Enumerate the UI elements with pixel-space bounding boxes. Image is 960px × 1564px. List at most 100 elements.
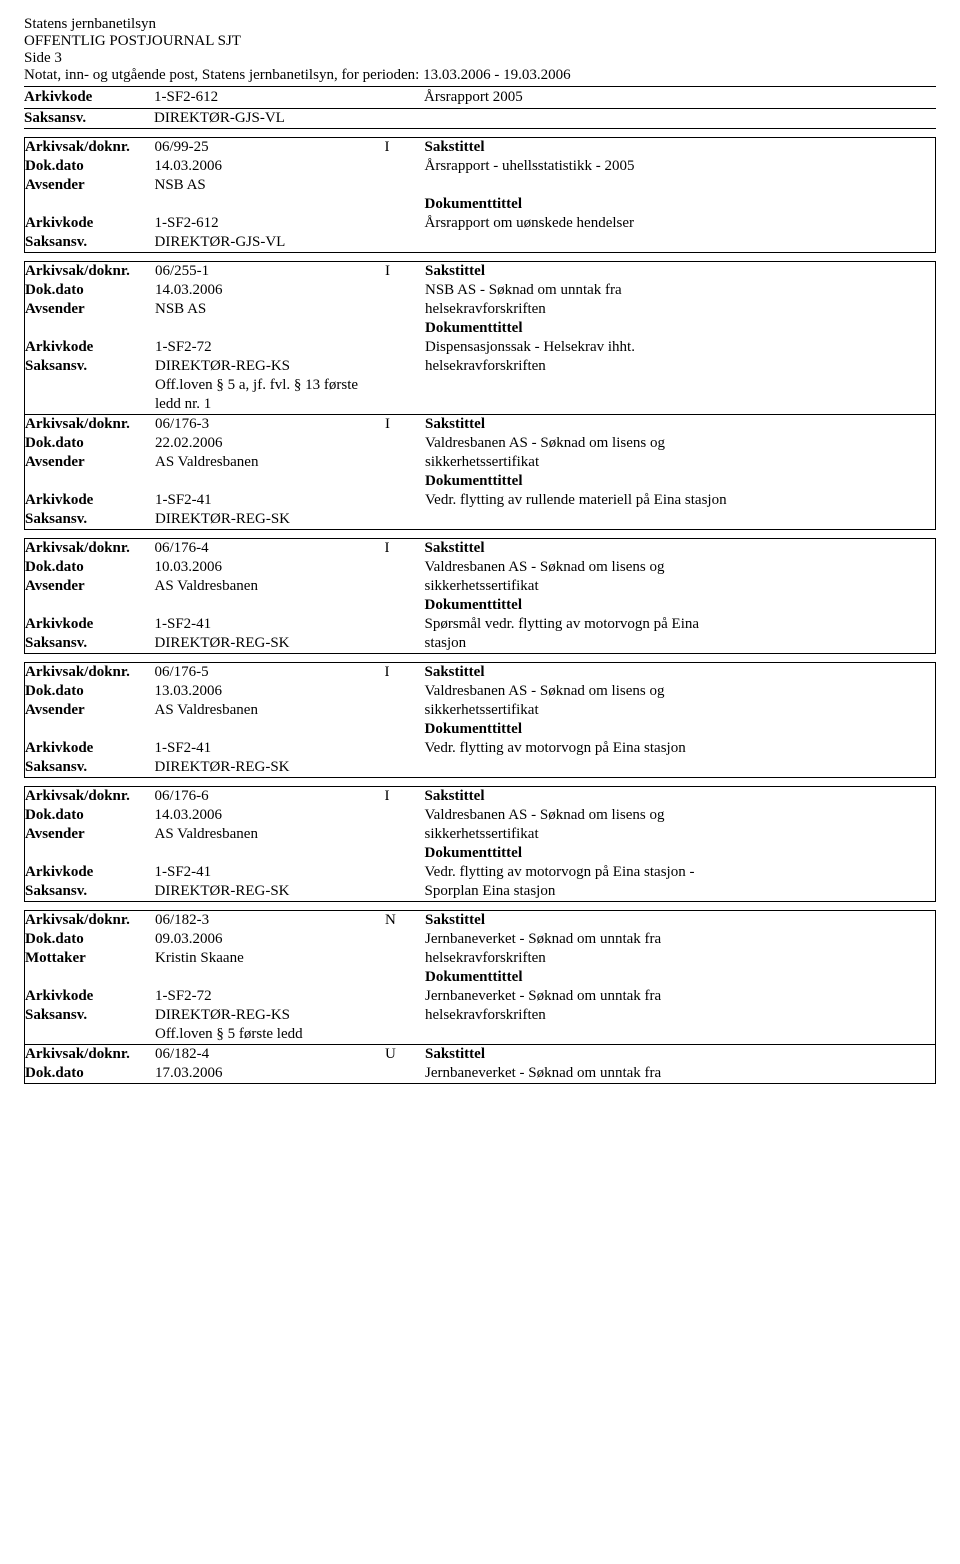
label-sakstittel: Sakstittel bbox=[425, 262, 935, 281]
dokdato-value: 22.02.2006 bbox=[155, 434, 385, 453]
dokdato-value: 14.03.2006 bbox=[155, 281, 385, 300]
header-title: OFFENTLIG POSTJOURNAL SJT bbox=[24, 33, 936, 50]
field-value bbox=[385, 615, 425, 634]
label-arkivsak: Arkivsak/doknr. bbox=[25, 415, 155, 434]
doktekst-line2: helsekravforskriften bbox=[425, 1006, 935, 1025]
field-label: Dokumenttittel bbox=[425, 596, 936, 615]
label-dokdato: Dok.dato bbox=[25, 1064, 155, 1083]
party-value: Kristin Skaane bbox=[155, 949, 385, 968]
field-value: I bbox=[385, 787, 425, 807]
field-value: 13.03.2006 bbox=[155, 682, 385, 701]
field-value bbox=[155, 844, 385, 863]
label-party: Mottaker bbox=[25, 949, 155, 968]
field-value: AS Valdresbanen bbox=[155, 701, 385, 720]
label-arkivkode: Arkivkode bbox=[25, 338, 155, 357]
field-label: Arkivsak/doknr. bbox=[25, 787, 155, 807]
field-value bbox=[25, 844, 155, 863]
label-saksansv: Saksansv. bbox=[24, 110, 86, 126]
arkivsak-value: 06/255-1 bbox=[155, 262, 385, 281]
field-value: AS Valdresbanen bbox=[155, 577, 385, 596]
field-label: Arkivsak/doknr. bbox=[25, 663, 155, 683]
label-dokdato: Dok.dato bbox=[25, 930, 155, 949]
field-label: Sakstittel bbox=[425, 787, 936, 807]
sakstittel-text2: helsekravforskriften bbox=[425, 300, 935, 319]
label-dokumenttittel: Dokumenttittel bbox=[425, 195, 936, 214]
sakstittel-text: Jernbaneverket - Søknad om unntak fra bbox=[425, 1064, 935, 1083]
sakstittel-text: Valdresbanen AS - Søknad om lisens og bbox=[425, 434, 935, 453]
field-value: 1-SF2-41 bbox=[155, 863, 385, 882]
label-arkivsak: Arkivsak/doknr. bbox=[25, 1045, 155, 1064]
field-value bbox=[155, 596, 385, 615]
field-value bbox=[385, 806, 425, 825]
field-label: Dok.dato bbox=[25, 682, 155, 701]
field-label: Avsender bbox=[25, 577, 155, 596]
top-arkivkode: 1-SF2-612 bbox=[154, 89, 424, 106]
field-label: Arkivsak/doknr. bbox=[25, 539, 155, 559]
sakstittel-text2 bbox=[425, 176, 936, 195]
field-value bbox=[385, 720, 425, 739]
off-loven-1: Off.loven § 5 a, jf. fvl. § 13 første bbox=[155, 376, 385, 395]
top-saksansv: DIREKTØR-GJS-VL bbox=[154, 110, 936, 127]
field-value: Valdresbanen AS - Søknad om lisens og bbox=[425, 682, 936, 701]
field-label: Dok.dato bbox=[25, 806, 155, 825]
field-label: Saksansv. bbox=[25, 758, 155, 778]
field-value: DIREKTØR-REG-SK bbox=[155, 882, 385, 902]
field-label: Arkivkode bbox=[25, 863, 155, 882]
field-value: Spørsmål vedr. flytting av motorvogn på … bbox=[425, 615, 936, 634]
field-value: Vedr. flytting av motorvogn på Eina stas… bbox=[425, 863, 936, 882]
label-sakstittel: Sakstittel bbox=[425, 138, 936, 158]
journal-entry-group: Arkivsak/doknr. 06/182-3 N Sakstittel Do… bbox=[24, 910, 936, 1084]
label-arkivkode: Arkivkode bbox=[25, 987, 155, 1006]
arkivsak-value: 06/99-25 bbox=[155, 138, 385, 158]
field-value bbox=[385, 634, 425, 654]
journal-entry-group: Arkivsak/doknr. 06/255-1 I Sakstittel Do… bbox=[24, 261, 936, 530]
label-arkivsak: Arkivsak/doknr. bbox=[25, 138, 155, 158]
sakstittel-text2: sikkerhetssertifikat bbox=[425, 453, 935, 472]
arkivkode-value: 1-SF2-612 bbox=[155, 214, 385, 233]
field-value: DIREKTØR-REG-SK bbox=[155, 634, 385, 654]
dokdato-value: 09.03.2006 bbox=[155, 930, 385, 949]
doktekst-line2: helsekravforskriften bbox=[425, 357, 935, 376]
off-loven-1: Off.loven § 5 første ledd bbox=[155, 1025, 385, 1045]
field-value: AS Valdresbanen bbox=[155, 825, 385, 844]
field-value bbox=[25, 720, 155, 739]
header-org: Statens jernbanetilsyn bbox=[24, 16, 936, 33]
doktekst-line1: Jernbaneverket - Søknad om unntak fra bbox=[425, 987, 935, 1006]
saksansv-value: DIREKTØR-REG-KS bbox=[155, 1006, 385, 1025]
field-value bbox=[385, 739, 425, 758]
field-value bbox=[385, 863, 425, 882]
field-value bbox=[385, 844, 425, 863]
doktekst-line1: Dispensasjonssak - Helsekrav ihht. bbox=[425, 338, 935, 357]
field-label: Avsender bbox=[25, 825, 155, 844]
entry-type: I bbox=[385, 262, 425, 281]
party-value: NSB AS bbox=[155, 176, 385, 195]
arkivkode-value: 1-SF2-72 bbox=[155, 338, 385, 357]
label-saksansv: Saksansv. bbox=[25, 233, 155, 253]
field-value: Vedr. flytting av motorvogn på Eina stas… bbox=[425, 739, 936, 758]
arkivsak-value: 06/182-3 bbox=[155, 911, 385, 930]
field-value: 10.03.2006 bbox=[155, 558, 385, 577]
field-label: Dokumenttittel bbox=[425, 844, 936, 863]
field-value: Sporplan Eina stasjon bbox=[425, 882, 936, 902]
journal-entry: Arkivsak/doknr. 06/176-5 I Sakstittel Do… bbox=[24, 662, 936, 778]
label-saksansv: Saksansv. bbox=[25, 1006, 155, 1025]
label-party: Avsender bbox=[25, 300, 155, 319]
arkivsak-value: 06/176-3 bbox=[155, 415, 385, 434]
label-saksansv: Saksansv. bbox=[25, 510, 155, 529]
field-value: 06/176-6 bbox=[155, 787, 385, 807]
saksansv-value: DIREKTØR-REG-SK bbox=[155, 510, 385, 529]
journal-entry: Arkivsak/doknr. 06/99-25 I Sakstittel Do… bbox=[24, 137, 936, 253]
field-label: Arkivkode bbox=[25, 615, 155, 634]
off-loven-2: ledd nr. 1 bbox=[155, 395, 385, 415]
label-dokdato: Dok.dato bbox=[25, 281, 155, 300]
field-value: DIREKTØR-REG-SK bbox=[155, 758, 385, 778]
field-value bbox=[25, 596, 155, 615]
field-label: Avsender bbox=[25, 701, 155, 720]
entry-type: I bbox=[385, 415, 425, 434]
header-period: Notat, inn- og utgående post, Statens je… bbox=[24, 67, 936, 87]
label-dokdato: Dok.dato bbox=[25, 157, 155, 176]
party-value: AS Valdresbanen bbox=[155, 453, 385, 472]
field-value bbox=[385, 596, 425, 615]
label-sakstittel: Sakstittel bbox=[425, 415, 935, 434]
saksansv-value: DIREKTØR-GJS-VL bbox=[155, 233, 385, 253]
